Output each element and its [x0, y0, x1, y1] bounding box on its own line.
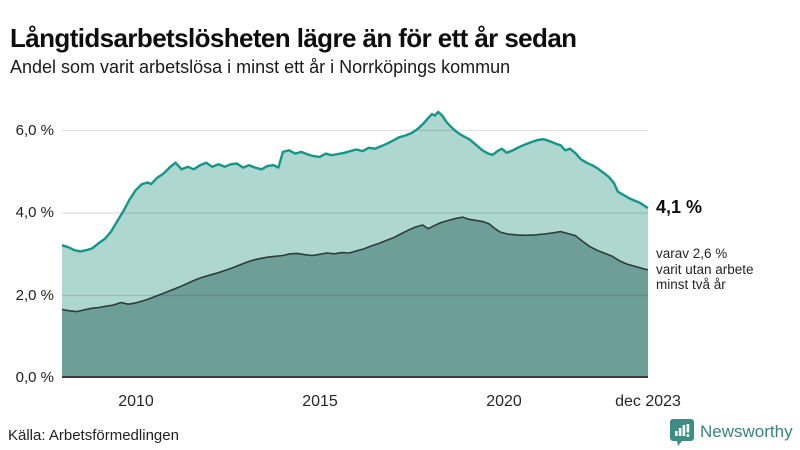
page-title: Långtidsarbetslösheten lägre än för ett … [10, 23, 577, 54]
speech-bubble-bar-chart-icon [670, 419, 694, 446]
chart-subtitle: Andel som varit arbetslösa i minst ett å… [10, 57, 511, 77]
y-tick-label: 4,0 % [15, 204, 54, 221]
series-1plus-year-line [61, 110, 649, 253]
x-tick-label: 2010 [118, 393, 154, 410]
newsworthy-logo[interactable]: Newsworthy [670, 417, 793, 447]
annotation-line: minst två år [656, 277, 726, 292]
latest-value-annotation: 4,1 % [656, 197, 703, 217]
source-label: Källa: Arbetsförmedlingen [8, 427, 179, 444]
annotation-line: varav 2,6 % [656, 246, 728, 261]
y-tick-label: 0,0 % [15, 369, 54, 386]
series-2plus-year-line [61, 216, 649, 313]
y-tick-label: 6,0 % [15, 122, 54, 139]
secondary-annotation: varav 2,6 % varit utan arbete minst två … [656, 246, 754, 293]
annotation-line: varit utan arbete [656, 261, 754, 277]
series-2plus-year-area [62, 217, 648, 378]
newsworthy-logo-text: Newsworthy [700, 422, 793, 441]
x-tick-label: 2020 [486, 393, 522, 410]
x-tick-label: 2015 [302, 393, 338, 410]
y-tick-label: 2,0 % [15, 287, 54, 304]
x-tick-label: dec 2023 [615, 393, 681, 410]
